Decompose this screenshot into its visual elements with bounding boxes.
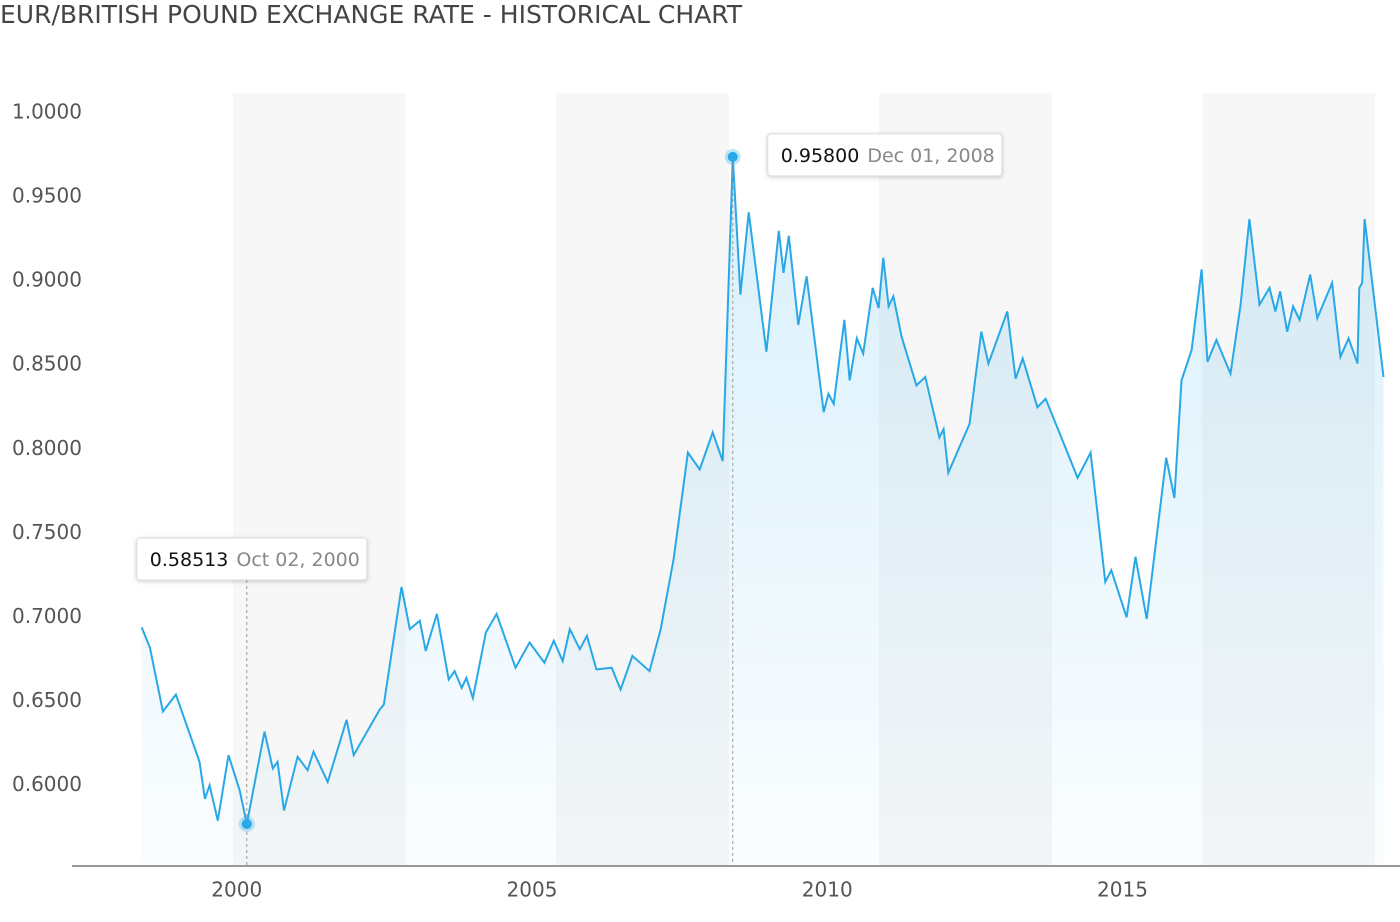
tooltip-text: 0.58513 Oct 02, 2000	[150, 549, 360, 571]
tooltip: 0.58513 Oct 02, 2000	[136, 537, 368, 866]
y-tick-label: 0.9000	[12, 268, 82, 292]
point	[727, 151, 738, 162]
x-tick-label: 2005	[507, 878, 558, 902]
x-tick-label: 2010	[802, 878, 853, 902]
y-tick-label: 0.8500	[12, 352, 82, 376]
tooltip-value: 0.95800	[781, 144, 860, 166]
x-tick-label: 2000	[211, 878, 262, 902]
tooltip-date: Dec 01, 2008	[867, 144, 994, 166]
y-tick-label: 0.7000	[12, 604, 82, 628]
y-tick-label: 0.9500	[12, 184, 82, 208]
tooltip-date: Oct 02, 2000	[236, 549, 359, 571]
line	[140, 156, 1385, 825]
y-tick-label: 0.7500	[12, 520, 82, 544]
tooltip-text: 0.95800 Dec 01, 2008	[781, 144, 995, 166]
tooltip-box	[767, 133, 1003, 177]
tooltip-box	[136, 537, 368, 581]
chart-title: EUR/BRITISH POUND EXCHANGE RATE - HISTOR…	[0, 0, 743, 29]
y-tick-label: 0.8000	[12, 436, 82, 460]
tooltip-value: 0.58513	[150, 549, 229, 571]
y-tick-label: 1.0000	[12, 100, 82, 124]
area	[141, 156, 1384, 866]
point	[241, 818, 252, 829]
y-tick-label: 0.6500	[12, 688, 82, 712]
x-tick-label: 2015	[1097, 878, 1148, 902]
tooltip: 0.95800 Dec 01, 2008	[724, 133, 1003, 866]
y-tick-label: 0.6000	[12, 772, 82, 796]
